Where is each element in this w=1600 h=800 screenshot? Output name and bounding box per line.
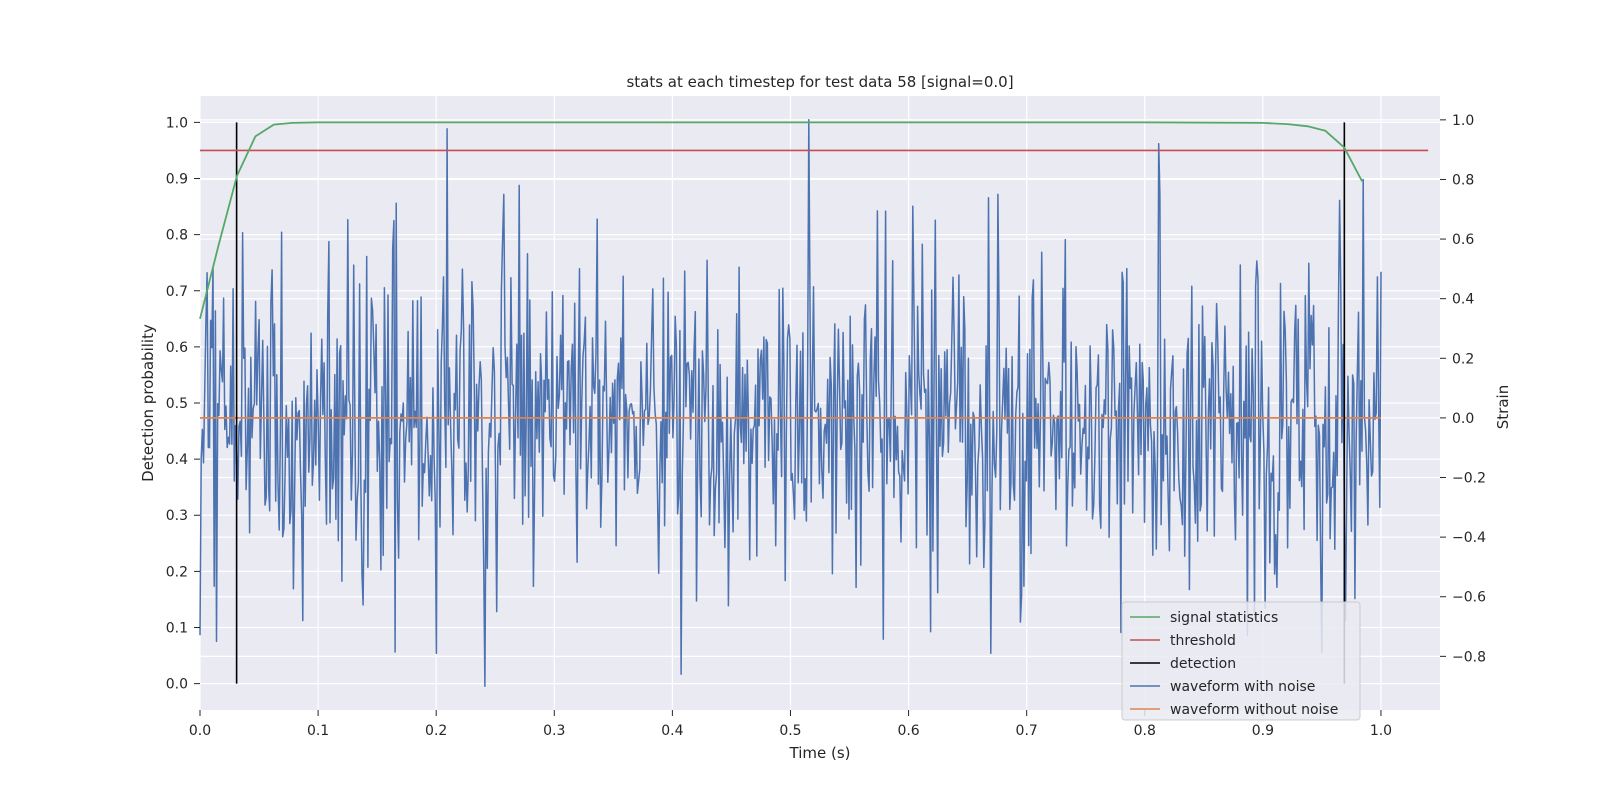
x-tick-label: 0.6 — [897, 723, 919, 739]
chart-title: stats at each timestep for test data 58 … — [626, 73, 1013, 91]
legend-label-signal-statistics: signal statistics — [1170, 610, 1278, 626]
legend-box — [1121, 601, 1361, 721]
x-tick-label: 1.0 — [1370, 723, 1392, 739]
axes-layer: 0.0 0.1 0.2 0.3 0.4 0.5 0.6 0.7 0.8 0.9 1.0 0.0 0.1 0… — [166, 113, 1486, 739]
series-signal-statistics — [199, 121, 1363, 320]
y-tick-label: 0.9 — [166, 172, 188, 188]
x-tick-label: 0.0 — [189, 723, 211, 739]
y2-tick-label: 0.4 — [1452, 292, 1474, 308]
y2-tick-label: 1.0 — [1452, 113, 1474, 129]
x-tick-label: 0.4 — [661, 723, 683, 739]
y2-tick-label: 0.0 — [1452, 411, 1474, 427]
x-tick-label: 0.9 — [1252, 723, 1274, 739]
x-tick-label: 0.7 — [1016, 723, 1038, 739]
y-tick-label: 0.2 — [166, 564, 188, 580]
y2-tick-label: 0.8 — [1452, 172, 1474, 188]
y-tick-label: 0.5 — [166, 396, 188, 412]
legend: signal statistics threshold detection wa… — [1121, 601, 1361, 721]
series-layer — [199, 119, 1429, 687]
y-tick-label: 0.6 — [166, 340, 188, 356]
x-tick-label: 0.8 — [1134, 723, 1156, 739]
y2-axis-title: Strain — [1494, 385, 1512, 429]
x-axis-title: Time (s) — [789, 744, 851, 762]
x-tick-label: 0.2 — [425, 723, 447, 739]
y-tick-label: 0.7 — [166, 284, 188, 300]
y2-tick-label: −0.4 — [1452, 530, 1486, 546]
y-tick-label: 1.0 — [166, 115, 188, 131]
y2-tick-label: 0.6 — [1452, 232, 1474, 248]
y-axis-title: Detection probability — [139, 324, 157, 482]
series-waveform-with-noise — [199, 119, 1382, 687]
y-tick-label: 0.4 — [166, 452, 188, 468]
y2-tick-label: −0.6 — [1452, 590, 1486, 606]
x-tick-label: 0.5 — [779, 723, 801, 739]
legend-label-threshold: threshold — [1170, 633, 1236, 649]
y-tick-label: 0.1 — [166, 620, 188, 636]
y-tick-label: 0.8 — [166, 228, 188, 244]
legend-label-waveform-without-noise: waveform without noise — [1170, 702, 1338, 718]
y-tick-label: 0.3 — [166, 508, 188, 524]
y-tick-label: 0.0 — [166, 677, 188, 693]
x-tick-label: 0.1 — [307, 723, 329, 739]
y2-tick-label: −0.2 — [1452, 471, 1486, 487]
legend-label-detection: detection — [1170, 656, 1236, 672]
x-tick-label: 0.3 — [543, 723, 565, 739]
y2-tick-label: −0.8 — [1452, 649, 1486, 665]
y2-tick-label: 0.2 — [1452, 351, 1474, 367]
legend-label-waveform-with-noise: waveform with noise — [1170, 679, 1315, 695]
